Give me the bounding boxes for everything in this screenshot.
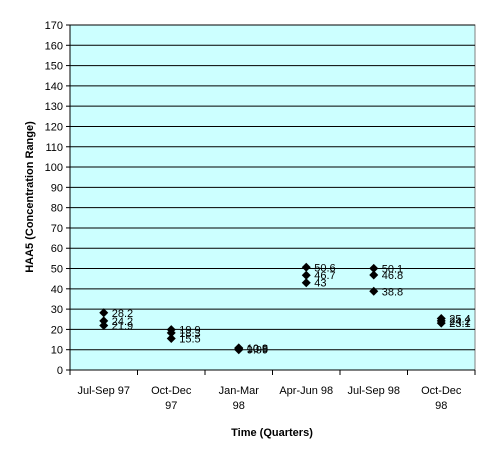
data-point: [99, 321, 109, 331]
plot-area: [69, 24, 476, 371]
y-tick-label: 110: [45, 142, 63, 154]
x-tick-label: Jul-Sep 98: [347, 385, 400, 397]
y-tick-label: 70: [51, 223, 63, 235]
data-label: 43: [314, 278, 326, 290]
data-point: [99, 308, 109, 318]
data-label: 10.9: [247, 343, 268, 355]
y-tick-label: 10: [51, 345, 63, 357]
data-labels: 28.224.221.9 19.918.315.510.910.59.9950.6…: [112, 262, 471, 356]
data-label: 23.1: [449, 318, 470, 330]
y-axis-ticks: 0 10 20 30 40 50 60 70 80 90 100 110 120 130 140 150 160…: [45, 20, 70, 377]
data-point: [301, 278, 311, 288]
x-tick-label: Apr-Jun 98: [279, 385, 333, 397]
y-tick-label: 100: [45, 162, 63, 174]
y-axis-title: HAA5 (Concentration Range): [24, 121, 36, 273]
data-point: [166, 328, 176, 338]
x-axis-ticks: Jul-Sep 97 Oct-Dec 97 Jan-Mar 98 Apr-Jun 98 Ju…: [69, 370, 476, 412]
data-points: [99, 262, 446, 355]
x-tick-label: Jul-Sep 97: [77, 385, 130, 397]
data-label: 24.2: [449, 316, 470, 328]
data-point: [301, 270, 311, 280]
data-point: [166, 334, 176, 344]
data-label: 15.5: [179, 334, 200, 346]
data-point: [301, 262, 311, 272]
y-tick-label: 0: [57, 365, 63, 377]
data-label: 25.4: [449, 313, 470, 325]
data-label: 46.8: [382, 270, 403, 282]
x-tick-label: Oct-Dec 97: [151, 385, 192, 412]
data-label: 10.5: [247, 344, 268, 356]
y-tick-label: 40: [51, 284, 63, 296]
gridlines: [70, 24, 475, 351]
y-tick-label: 80: [51, 203, 63, 215]
y-tick-label: 140: [45, 81, 63, 93]
y-tick-label: 120: [45, 121, 63, 133]
data-label: 38.8: [382, 286, 403, 298]
data-point: [436, 318, 446, 328]
y-tick-label: 150: [45, 61, 63, 73]
y-tick-label: 30: [51, 304, 63, 316]
y-tick-label: 130: [45, 101, 63, 113]
data-point: [234, 345, 244, 355]
data-label: 18.3: [179, 328, 200, 340]
data-label: 46.7: [314, 270, 335, 282]
data-label: 9.99: [247, 345, 268, 357]
data-label: 19.9: [179, 325, 200, 337]
data-label: 24.2: [112, 316, 133, 328]
y-tick-label: 50: [51, 264, 63, 276]
data-label: 50.1: [382, 263, 403, 275]
data-point: [99, 316, 109, 326]
y-tick-label: 90: [51, 182, 63, 194]
y-tick-label: 160: [45, 40, 63, 52]
y-tick-label: 20: [51, 324, 63, 336]
y-tick-label: 60: [51, 243, 63, 255]
data-point: [369, 286, 379, 296]
data-label: 50.6: [314, 262, 335, 274]
data-point: [369, 270, 379, 280]
x-tick-label: Oct-Dec 98: [421, 385, 462, 412]
y-tick-label: 170: [45, 20, 63, 32]
x-axis-title: Time (Quarters): [231, 427, 313, 439]
data-label: 21.9: [112, 321, 133, 333]
data-point: [369, 263, 379, 273]
data-label: 28.2: [112, 308, 133, 320]
x-tick-label: Jan-Mar 98: [219, 385, 260, 412]
